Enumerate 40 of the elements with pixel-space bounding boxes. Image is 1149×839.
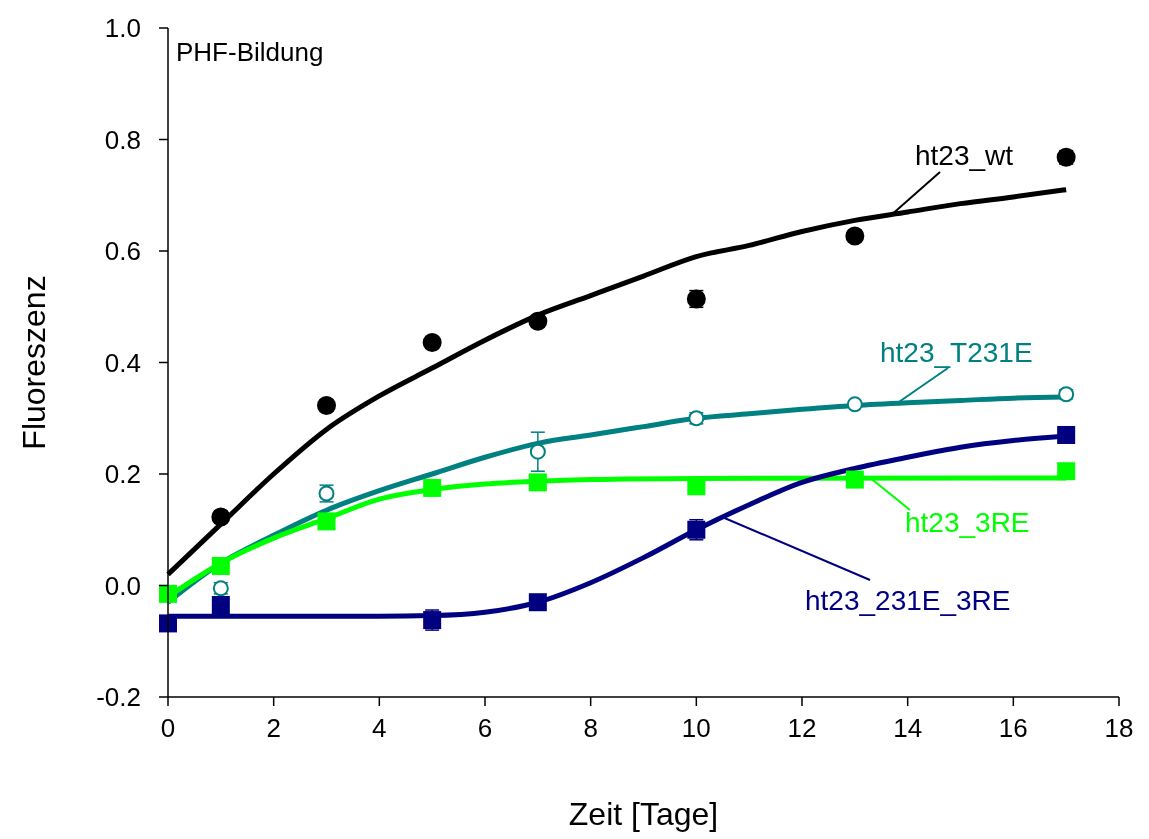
x-axis-title: Zeit [Tage]	[568, 796, 719, 832]
point	[422, 332, 442, 352]
x-tick-label: 0	[160, 713, 176, 743]
point	[159, 584, 177, 603]
chart-title: PHF-Bildung	[176, 37, 324, 67]
legend-label: ht23_3RE	[905, 507, 1030, 538]
x-tick-label: 4	[372, 713, 387, 743]
point	[317, 512, 336, 531]
point	[528, 473, 547, 492]
x-tick-label: 18	[1104, 713, 1134, 743]
text: ht23_231E_3RE	[805, 585, 1011, 616]
point	[529, 443, 546, 460]
y-axis-title: Fluoreszenz	[16, 275, 52, 450]
point	[317, 395, 336, 415]
x-tick-label: 2	[266, 713, 281, 743]
point	[1057, 462, 1076, 481]
x-tick-label: 6	[477, 713, 493, 743]
x-tick-label: 12	[787, 713, 817, 743]
y-tick-label: 0.2	[104, 459, 141, 489]
point	[211, 556, 230, 575]
x-tick-label: 16	[998, 713, 1028, 743]
point	[846, 396, 863, 413]
point	[528, 311, 548, 331]
point	[423, 478, 442, 497]
y-tick-label: 1.0	[104, 13, 141, 43]
y-tick-label: 0.0	[104, 570, 141, 601]
point	[845, 470, 864, 489]
y-tick-label: 0.4	[104, 347, 141, 378]
y-tick-label: -0.2	[96, 682, 141, 712]
point	[159, 614, 177, 633]
y-tick-label: 0.8	[104, 124, 141, 155]
point	[211, 596, 230, 615]
point	[1057, 425, 1076, 444]
x-tick-label: 8	[583, 713, 598, 743]
x-tick-label: 10	[681, 713, 711, 743]
y-tick-label: 0.6	[104, 236, 141, 266]
series-label: ht23_T231E	[880, 337, 1033, 368]
x-tick-label: 14	[893, 713, 923, 743]
series-label: ht23_wt	[915, 140, 1014, 171]
point	[528, 593, 547, 612]
